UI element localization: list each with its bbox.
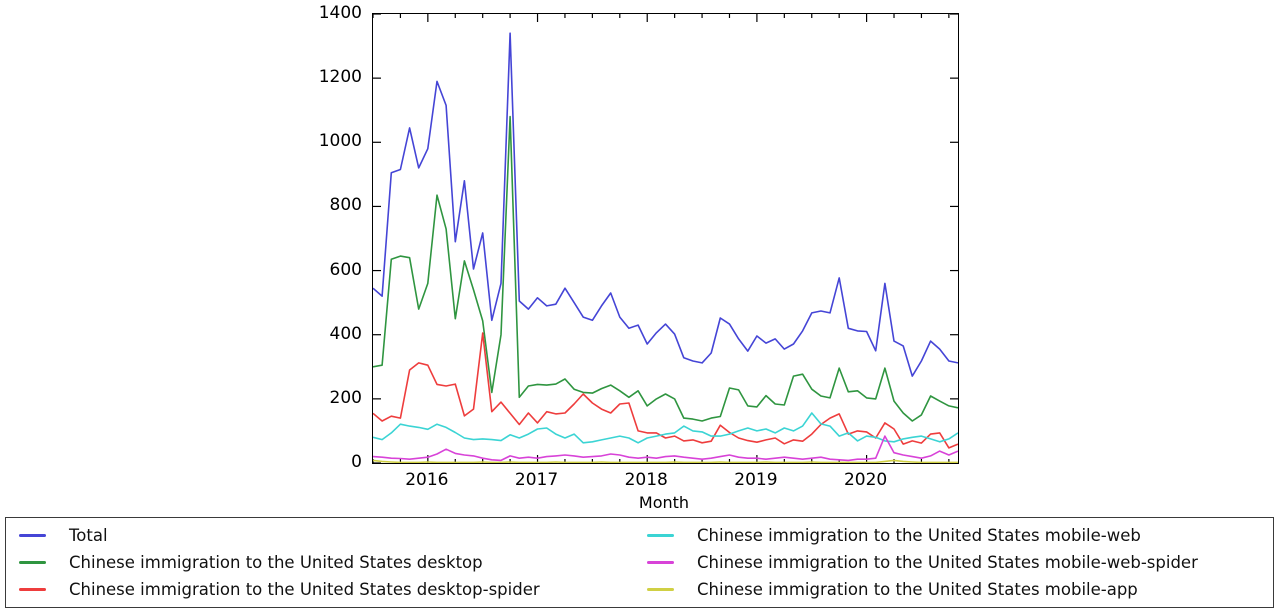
x-axis-title: Month — [638, 493, 690, 512]
legend-line-swatch — [19, 588, 46, 591]
x-tick-label: 2020 — [843, 470, 888, 490]
legend-line-swatch — [647, 561, 674, 564]
x-tick-label: 2017 — [514, 470, 559, 490]
y-tick-label: 1000 — [318, 131, 362, 152]
legend-item: Chinese immigration to the United States… — [19, 549, 540, 576]
legend-label: Total — [69, 525, 108, 545]
y-tick-label: 0 — [351, 452, 362, 472]
legend-column-right: Chinese immigration to the United States… — [647, 522, 1198, 603]
y-tick-label: 600 — [329, 259, 362, 280]
legend-item: Chinese immigration to the United States… — [19, 576, 540, 603]
legend-line-swatch — [19, 561, 46, 564]
legend-label: Chinese immigration to the United States… — [697, 579, 1138, 599]
series-line-chinese-immigration-to-the-united-states-mobile-app — [373, 459, 958, 463]
legend-column-left: Total Chinese immigration to the United S… — [19, 522, 540, 603]
legend-item: Chinese immigration to the United States… — [647, 576, 1198, 603]
series-line-chinese-immigration-to-the-united-states-desktop-spider — [373, 332, 958, 449]
legend-label: Chinese immigration to the United States… — [697, 552, 1198, 572]
y-tick-label: 200 — [329, 387, 362, 408]
plot-area — [372, 13, 959, 464]
series-line-chinese-immigration-to-the-united-states-mobile-web — [373, 412, 958, 444]
legend-item: Chinese immigration to the United States… — [647, 549, 1198, 576]
series-line-chinese-immigration-to-the-united-states-mobile-web-spider — [373, 435, 958, 462]
x-tick-label: 2018 — [624, 470, 668, 490]
axis-ticks — [373, 14, 958, 463]
legend-label: Chinese immigration to the United States… — [69, 552, 483, 572]
y-tick-label: 1400 — [318, 3, 362, 23]
y-tick-label: 800 — [329, 195, 362, 216]
series-line-total — [373, 32, 958, 377]
legend-item: Chinese immigration to the United States… — [647, 522, 1198, 549]
y-tick-label: 1200 — [318, 67, 362, 88]
series-line-chinese-immigration-to-the-united-states-desktop — [373, 115, 958, 422]
x-tick-label: 2019 — [734, 470, 778, 490]
legend-item: Total — [19, 522, 540, 549]
legend-box: Total Chinese immigration to the United S… — [5, 517, 1274, 608]
legend-line-swatch — [19, 534, 46, 537]
y-tick-label: 400 — [329, 323, 362, 344]
legend-label: Chinese immigration to the United States… — [69, 579, 540, 599]
legend-line-swatch — [647, 534, 674, 537]
x-tick-label: 2016 — [405, 470, 449, 490]
legend-label: Chinese immigration to the United States… — [697, 525, 1141, 545]
legend-line-swatch — [647, 588, 674, 591]
plot-svg — [373, 14, 958, 463]
